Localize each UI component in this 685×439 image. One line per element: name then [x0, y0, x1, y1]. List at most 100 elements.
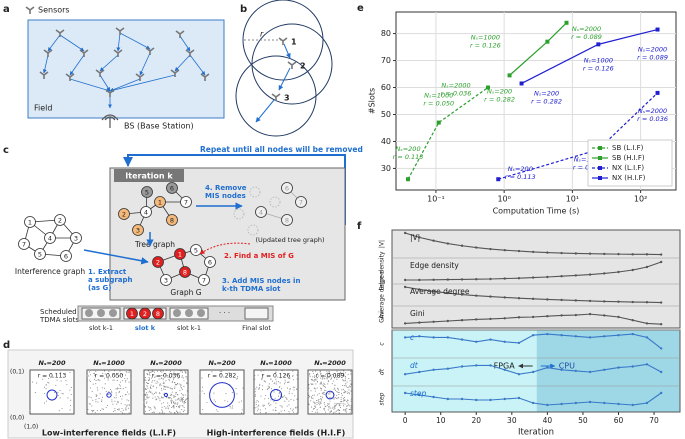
- point-marker: [574, 335, 578, 338]
- sensor-dot: [258, 387, 261, 389]
- sensor-dot: [94, 375, 96, 377]
- sensor-dot: [181, 399, 183, 401]
- sensor-dot: [325, 405, 327, 407]
- x-tick-label: 60: [614, 416, 624, 425]
- sensor-dot: [319, 406, 322, 408]
- node-label: 8: [285, 217, 289, 225]
- sensor-dot: [267, 385, 269, 387]
- sensor-dot: [122, 395, 124, 397]
- sensor-dot: [291, 410, 293, 412]
- sensor-dot: [181, 408, 183, 411]
- sensor-dot: [275, 371, 277, 374]
- sensor-dot: [295, 406, 297, 408]
- sensor-dot: [99, 379, 101, 381]
- link-arrow: [59, 34, 85, 52]
- sensor-dot: [179, 389, 181, 392]
- sensor-dot: [319, 404, 321, 406]
- sensor-dot: [126, 391, 129, 393]
- sensor-dot: [334, 402, 336, 404]
- sensor-dot: [339, 404, 341, 406]
- graph-node: [126, 307, 138, 320]
- sensor-dot: [174, 386, 176, 388]
- sensor-dot: [104, 373, 106, 375]
- sensor-dot: [331, 383, 333, 385]
- sensor-dot: [283, 383, 286, 385]
- sensor-dot: [284, 373, 286, 375]
- sensor-dot: [268, 383, 270, 385]
- sensor-dot: [152, 394, 154, 396]
- point-marker: [631, 268, 634, 272]
- sensor-dot: [116, 408, 119, 411]
- sensor-dot: [314, 375, 316, 377]
- sensor-dot: [292, 375, 294, 377]
- sensor-dot: [232, 405, 234, 407]
- updated-tree-label: (Updated tree graph): [256, 236, 325, 244]
- sensor-dot: [143, 401, 145, 403]
- sensor-dot: [236, 393, 238, 395]
- sensor-dot: [88, 396, 90, 398]
- sensor-dot: [148, 373, 150, 375]
- point-marker: [546, 366, 549, 369]
- sensor-dot: [95, 401, 97, 403]
- sensor-dot: [286, 405, 288, 407]
- sensor-dot: [167, 402, 169, 404]
- point-marker: [631, 300, 634, 304]
- iteration-tab: [114, 169, 184, 182]
- sensor-dot: [150, 391, 152, 393]
- sensor-dot: [264, 408, 266, 410]
- sensor-dot: [95, 394, 97, 396]
- sensor-dot: [327, 372, 329, 374]
- map-title: Nₛ=2000: [150, 359, 182, 367]
- slot-node: [97, 309, 105, 317]
- sensor-dot: [116, 379, 118, 382]
- iteration-label: Iteration k: [125, 172, 173, 181]
- sensor-dot: [90, 369, 92, 371]
- sensor-dot: [150, 377, 153, 379]
- sensor-dot: [87, 409, 89, 411]
- point-marker: [507, 73, 512, 78]
- sensor-dot: [181, 388, 183, 391]
- sensor-dot: [258, 405, 260, 407]
- node-label: 2: [143, 310, 147, 318]
- sensor-dot: [262, 405, 264, 407]
- sensor-dot: [150, 408, 152, 410]
- sensor-dot: [329, 400, 331, 402]
- sensor-dot: [320, 398, 322, 400]
- sensor-dot: [312, 371, 314, 373]
- sensor-dot: [312, 376, 314, 378]
- sensor-dot: [307, 391, 309, 393]
- sensor-dot: [174, 403, 176, 405]
- point-marker: [489, 247, 492, 251]
- sensor-dot: [171, 400, 173, 402]
- sensor-dot: [91, 409, 93, 411]
- point-label: r = 0.126: [470, 42, 501, 50]
- sensor-dot: [115, 394, 117, 396]
- sensor-dot: [333, 380, 335, 382]
- sensor-dot: [177, 402, 179, 404]
- sensor-dot: [180, 370, 182, 372]
- sensor-dot: [323, 408, 325, 410]
- point-marker: [403, 278, 407, 282]
- sensor-icon: [105, 89, 115, 97]
- sensor-dot: [98, 397, 100, 399]
- graph-node: [166, 214, 178, 226]
- sensor-dot: [346, 386, 348, 388]
- sensor-dot: [328, 405, 330, 407]
- sensor-dot: [36, 382, 38, 384]
- sensor-dot: [173, 396, 175, 398]
- point-label: Nₛ=1000: [471, 34, 500, 42]
- node-label: 3: [164, 277, 168, 285]
- sensor-dot: [199, 392, 201, 394]
- node-label: 2: [300, 62, 306, 71]
- sensor-dot: [254, 378, 256, 380]
- x-tick-label: 30: [507, 416, 517, 425]
- sensor-dot: [148, 396, 150, 398]
- link-arrow: [42, 54, 49, 74]
- sensor-dot: [147, 397, 149, 399]
- sensor-dot: [95, 399, 97, 401]
- sensor-dot: [346, 391, 348, 393]
- sensor-dot: [119, 375, 121, 377]
- sensor-dot: [315, 379, 317, 381]
- point-label: Nₛ=200: [508, 165, 533, 173]
- sensor-dot: [220, 370, 223, 372]
